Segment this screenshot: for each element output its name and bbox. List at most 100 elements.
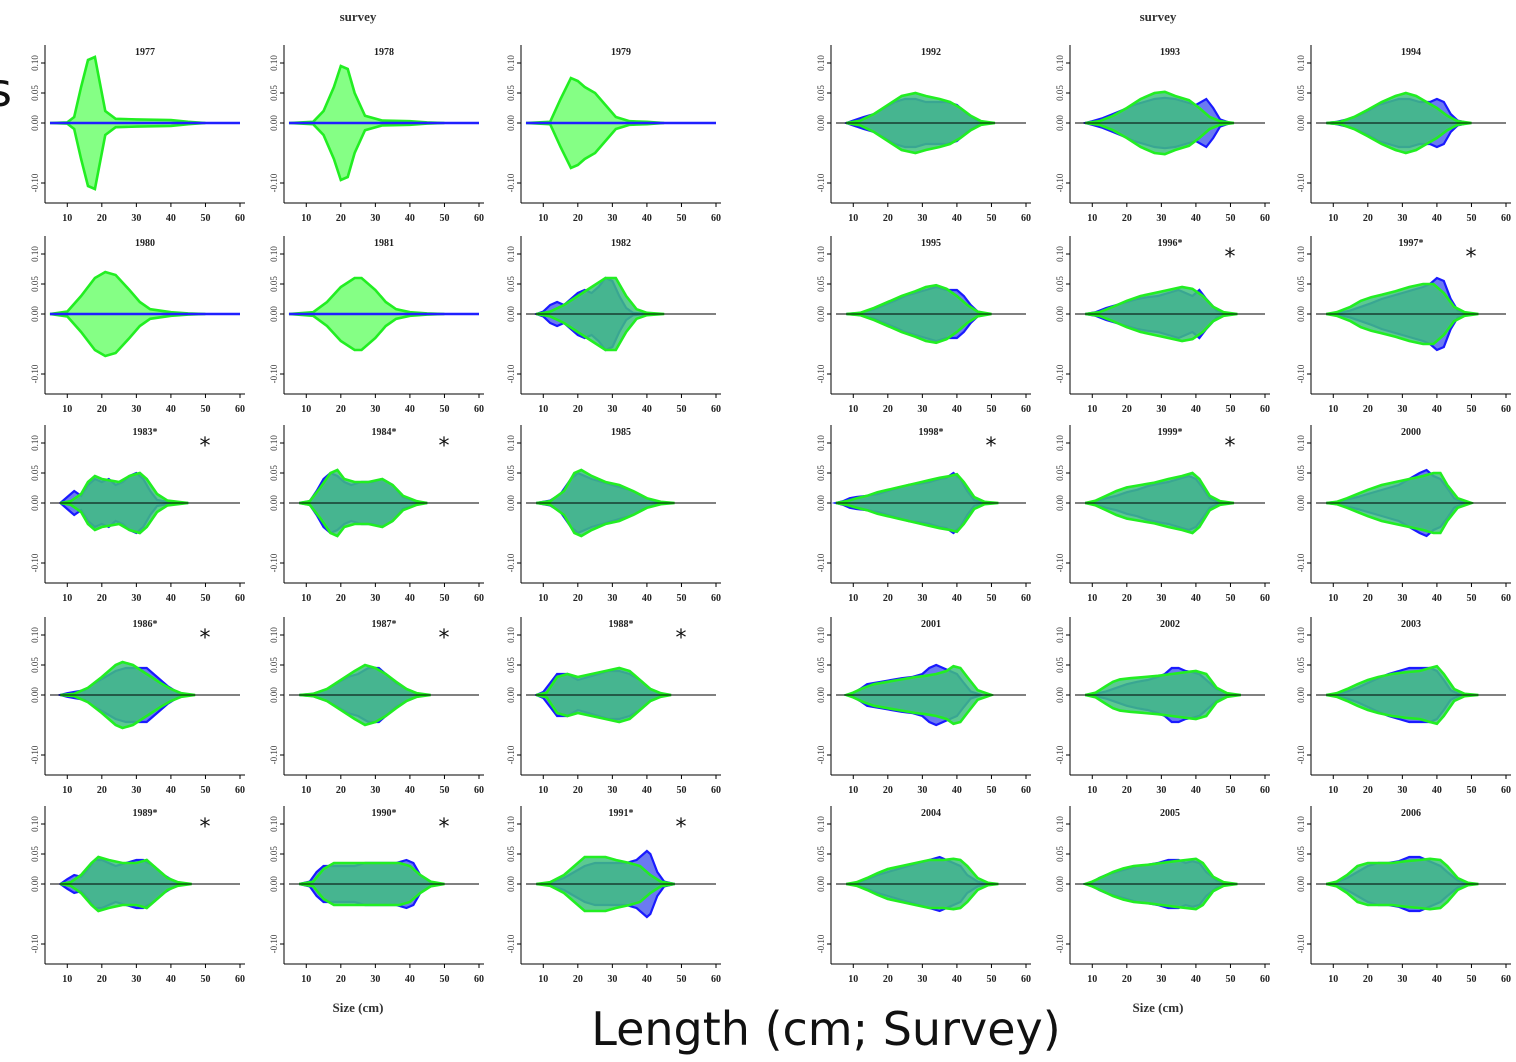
panel-1981: 0.10 0.05 0.00 -0.10 10 20 30 40 50 60 1981 <box>269 236 484 415</box>
panel-1977: 0.10 0.05 0.00 -0.10 10 20 30 40 50 60 1977 <box>30 45 245 224</box>
x-tick-label: 10 <box>1328 593 1338 604</box>
panel-year-label: 2002 <box>1160 619 1180 630</box>
panel-1985: 0.10 0.05 0.00 -0.10 10 20 30 40 50 60 1985 <box>506 425 721 604</box>
x-tick-label: 50 <box>1225 974 1235 985</box>
y-tick-label: 0.05 <box>1296 276 1306 292</box>
x-tick-label: 10 <box>301 593 311 604</box>
y-tick-label: 0.00 <box>1296 876 1306 892</box>
y-tick-label: -0.10 <box>30 934 40 953</box>
x-tick-label: 30 <box>131 213 141 224</box>
x-tick-label: 40 <box>405 974 415 985</box>
x-tick-label: 30 <box>917 213 927 224</box>
x-tick-label: 20 <box>1122 404 1132 415</box>
y-tick-label: 0.05 <box>816 657 826 673</box>
y-tick-label: 0.00 <box>30 687 40 703</box>
x-tick-label: 50 <box>676 404 686 415</box>
x-tick-label: 30 <box>370 785 380 796</box>
panel-year-label: 1982 <box>611 238 631 249</box>
x-tick-label: 30 <box>1156 213 1166 224</box>
y-tick-label: 0.05 <box>30 276 40 292</box>
significance-star: * <box>200 434 211 459</box>
panel-1991-star: 0.10 0.05 0.00 -0.10 10 20 30 40 50 60 1991* * <box>506 806 721 985</box>
y-tick-label: 0.00 <box>1296 687 1306 703</box>
y-tick-label: 0.00 <box>816 495 826 511</box>
x-tick-label: 40 <box>166 974 176 985</box>
y-tick-label: 0.05 <box>506 85 516 101</box>
panel-year-label: 1987* <box>372 619 397 630</box>
x-tick-label: 30 <box>1156 404 1166 415</box>
significance-star: * <box>1466 245 1477 270</box>
panel-year-label: 1986* <box>133 619 158 630</box>
x-tick-label: 50 <box>1466 974 1476 985</box>
x-tick-label: 60 <box>235 593 245 604</box>
significance-star: * <box>200 815 211 840</box>
y-tick-label: 0.10 <box>816 55 826 71</box>
x-tick-label: 30 <box>1156 785 1166 796</box>
y-tick-label: -0.10 <box>816 364 826 383</box>
x-tick-label: 20 <box>1363 404 1373 415</box>
x-tick-label: 30 <box>1397 213 1407 224</box>
panel-year-label: 1980 <box>135 238 155 249</box>
x-tick-label: 10 <box>62 213 72 224</box>
y-tick-label: -0.10 <box>1055 745 1065 764</box>
panel-year-label: 1988* <box>609 619 634 630</box>
y-tick-label: -0.10 <box>816 553 826 572</box>
panel-year-label: 1978 <box>374 47 394 58</box>
panel-1987-star: 0.10 0.05 0.00 -0.10 10 20 30 40 50 60 1987* * <box>269 617 484 796</box>
x-tick-label: 50 <box>986 593 996 604</box>
y-tick-label: 0.00 <box>269 495 279 511</box>
x-tick-label: 50 <box>200 593 210 604</box>
slide-caption: Length (cm; Survey) <box>591 1002 1060 1056</box>
x-tick-label: 50 <box>439 974 449 985</box>
x-tick-label: 50 <box>439 404 449 415</box>
panel-2001: 0.10 0.05 0.00 -0.10 10 20 30 40 50 60 2001 <box>816 617 1031 796</box>
x-tick-label: 40 <box>1432 404 1442 415</box>
panel-year-label: 2006 <box>1401 808 1421 819</box>
y-tick-label: 0.00 <box>1055 115 1065 131</box>
x-tick-label: 60 <box>235 785 245 796</box>
y-tick-label: 0.00 <box>816 687 826 703</box>
y-tick-label: 0.00 <box>269 876 279 892</box>
x-tick-label: 40 <box>1432 593 1442 604</box>
x-tick-label: 20 <box>97 213 107 224</box>
x-tick-label: 60 <box>1260 593 1270 604</box>
panel-2000: 0.10 0.05 0.00 -0.10 10 20 30 40 50 60 2000 <box>1296 425 1511 604</box>
x-tick-label: 40 <box>642 404 652 415</box>
y-tick-label: 0.05 <box>30 465 40 481</box>
x-tick-label: 40 <box>166 404 176 415</box>
x-tick-label: 60 <box>711 213 721 224</box>
x-tick-label: 40 <box>1191 593 1201 604</box>
y-tick-label: 0.00 <box>816 876 826 892</box>
y-tick-label: 0.10 <box>1055 816 1065 832</box>
x-tick-label: 50 <box>1225 593 1235 604</box>
y-tick-label: 0.05 <box>1055 276 1065 292</box>
x-tick-label: 50 <box>439 593 449 604</box>
y-tick-label: 0.10 <box>816 627 826 643</box>
x-tick-label: 20 <box>883 785 893 796</box>
x-tick-label: 50 <box>986 213 996 224</box>
x-tick-label: 30 <box>131 974 141 985</box>
y-tick-label: 0.10 <box>269 627 279 643</box>
y-tick-label: -0.10 <box>1055 934 1065 953</box>
x-tick-label: 30 <box>1397 974 1407 985</box>
y-tick-label: 0.10 <box>30 435 40 451</box>
y-tick-label: 0.10 <box>816 816 826 832</box>
x-tick-label: 60 <box>1501 974 1511 985</box>
x-tick-label: 40 <box>1432 213 1442 224</box>
x-tick-label: 20 <box>1122 213 1132 224</box>
x-tick-label: 20 <box>336 593 346 604</box>
y-tick-label: 0.10 <box>269 435 279 451</box>
x-tick-label: 30 <box>607 213 617 224</box>
x-tick-label: 20 <box>573 404 583 415</box>
x-tick-label: 50 <box>1225 213 1235 224</box>
significance-star: * <box>1225 245 1236 270</box>
significance-star: * <box>439 626 450 651</box>
x-tick-label: 20 <box>336 213 346 224</box>
y-tick-label: 0.10 <box>30 55 40 71</box>
y-tick-label: 0.10 <box>506 435 516 451</box>
significance-star: * <box>986 434 997 459</box>
x-tick-label: 40 <box>405 593 415 604</box>
x-tick-label: 10 <box>301 785 311 796</box>
significance-star: * <box>676 626 687 651</box>
y-tick-label: -0.10 <box>269 364 279 383</box>
